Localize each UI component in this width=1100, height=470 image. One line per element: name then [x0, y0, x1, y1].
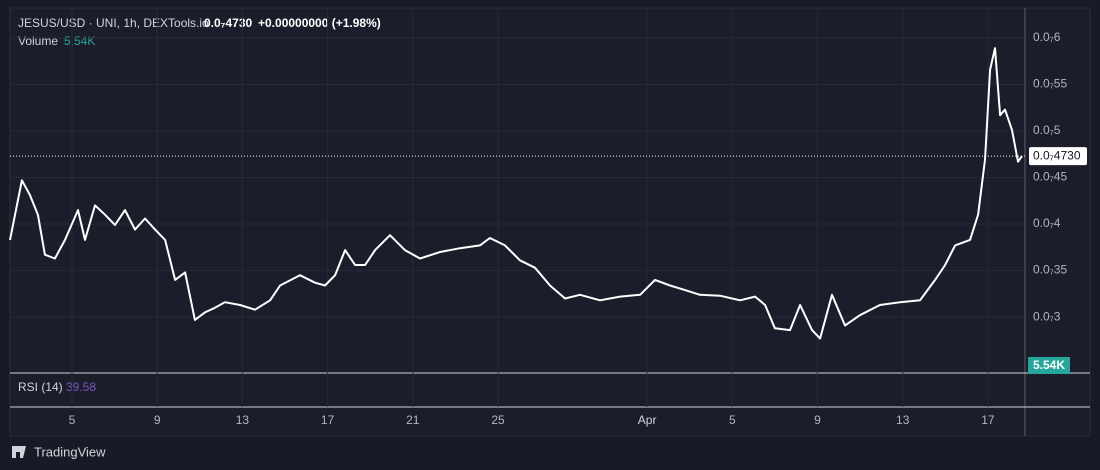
x-tick-label: 13 — [896, 413, 910, 427]
y-tick-label: 0.0₇45 — [1033, 170, 1067, 184]
x-tick-label: 9 — [814, 413, 821, 427]
volume-badge-text: 5.54K — [1033, 358, 1065, 372]
last-price-badge — [1029, 147, 1087, 166]
volume-value: 5.54K — [64, 34, 95, 48]
y-tick-label: 0.0₇6 — [1033, 30, 1061, 44]
x-tick-label: Apr — [638, 413, 657, 427]
x-tick-label: 13 — [236, 413, 250, 427]
volume-badge — [1028, 357, 1070, 374]
x-tick-label: 9 — [154, 413, 161, 427]
y-tick-label: 0.0₇55 — [1033, 77, 1067, 91]
last-price-label: 0.0₇4730 — [1033, 148, 1081, 162]
change: +0.00000000 (+1.98%) — [258, 16, 381, 30]
rsi-value: 39.58 — [66, 380, 96, 394]
y-tick-label: 0.0₇35 — [1033, 263, 1067, 277]
x-tick-label: 17 — [321, 413, 335, 427]
brand: TradingView — [34, 444, 106, 459]
y-tick-label: 0.0₇5 — [1033, 123, 1061, 137]
y-tick-label: 0.0₇3 — [1033, 309, 1061, 323]
price: 0.0₇4730 — [204, 16, 253, 30]
x-tick-label: 5 — [69, 413, 76, 427]
chart-frame — [9, 7, 1091, 437]
symbol: JESUS/USD · UNI, 1h, DEXTools.io — [18, 16, 209, 30]
price-line — [9, 47, 1023, 340]
brand-logo — [12, 446, 26, 458]
volume-label: Volume — [18, 34, 58, 48]
x-tick-label: 5 — [729, 413, 736, 427]
x-tick-label: 21 — [406, 413, 420, 427]
x-tick-label: 17 — [981, 413, 995, 427]
x-tick-label: 25 — [491, 413, 505, 427]
rsi-label: RSI (14) — [18, 380, 63, 394]
y-tick-label: 0.0₇4 — [1033, 216, 1061, 230]
